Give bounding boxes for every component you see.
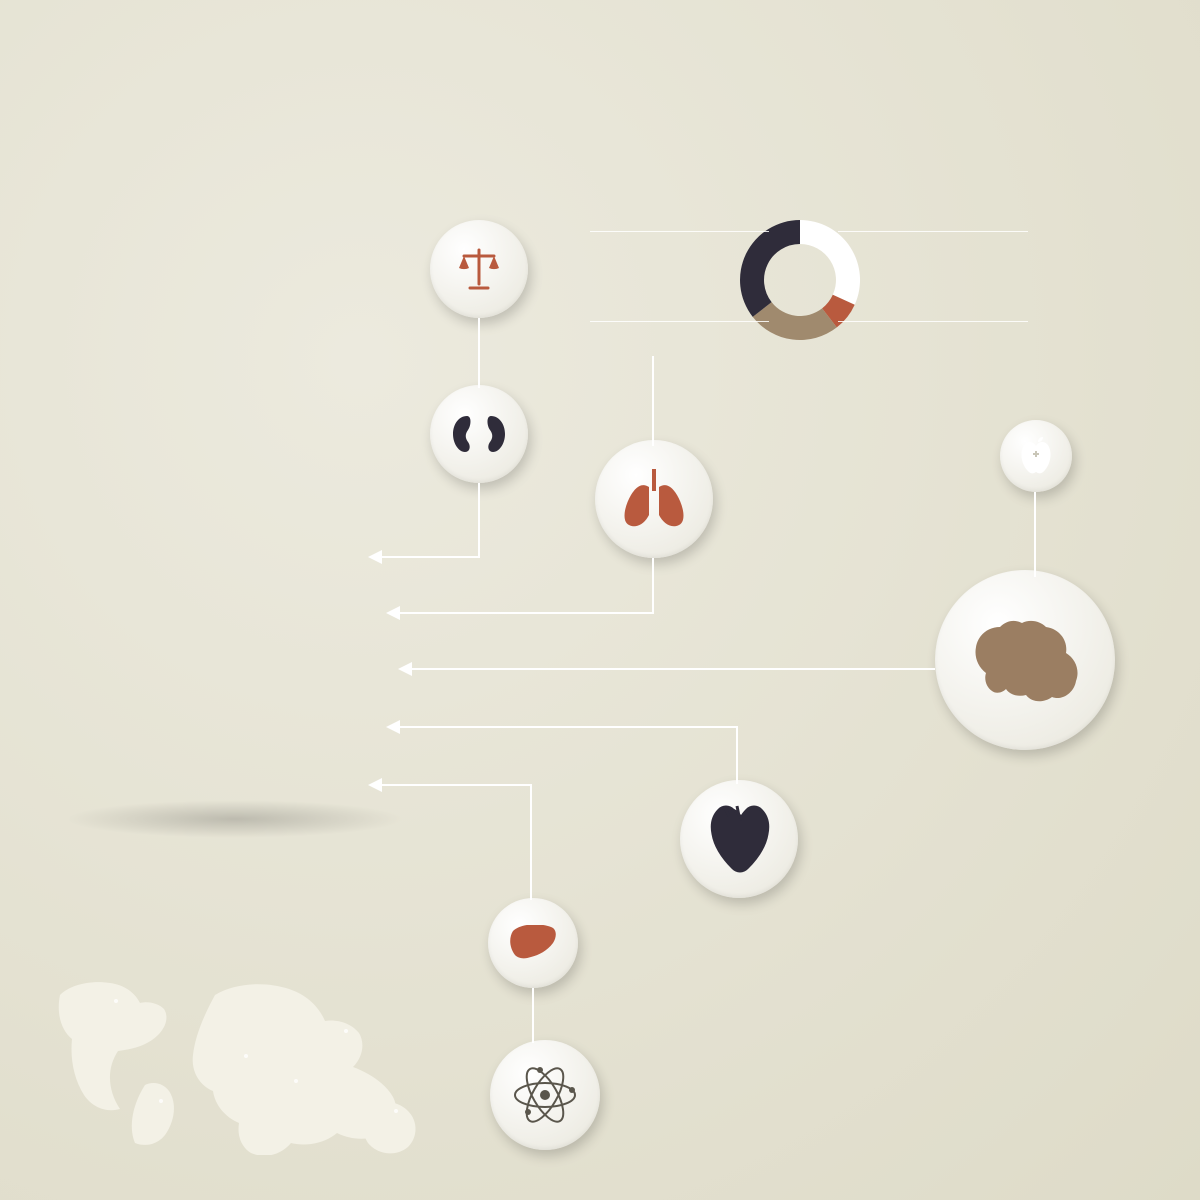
kidneys-icon bbox=[430, 385, 528, 483]
heart-bar-chart bbox=[820, 800, 910, 850]
lungs-icon bbox=[595, 440, 713, 558]
heart-icon bbox=[680, 780, 798, 898]
apple-icon bbox=[1000, 420, 1072, 492]
scales-icon bbox=[430, 220, 528, 318]
liver-icon bbox=[488, 898, 578, 988]
atom-icon bbox=[490, 1040, 600, 1150]
molecule-graphic bbox=[35, 495, 435, 835]
scales-text bbox=[215, 235, 405, 277]
brain-icon bbox=[935, 570, 1115, 750]
world-map bbox=[40, 965, 460, 1155]
